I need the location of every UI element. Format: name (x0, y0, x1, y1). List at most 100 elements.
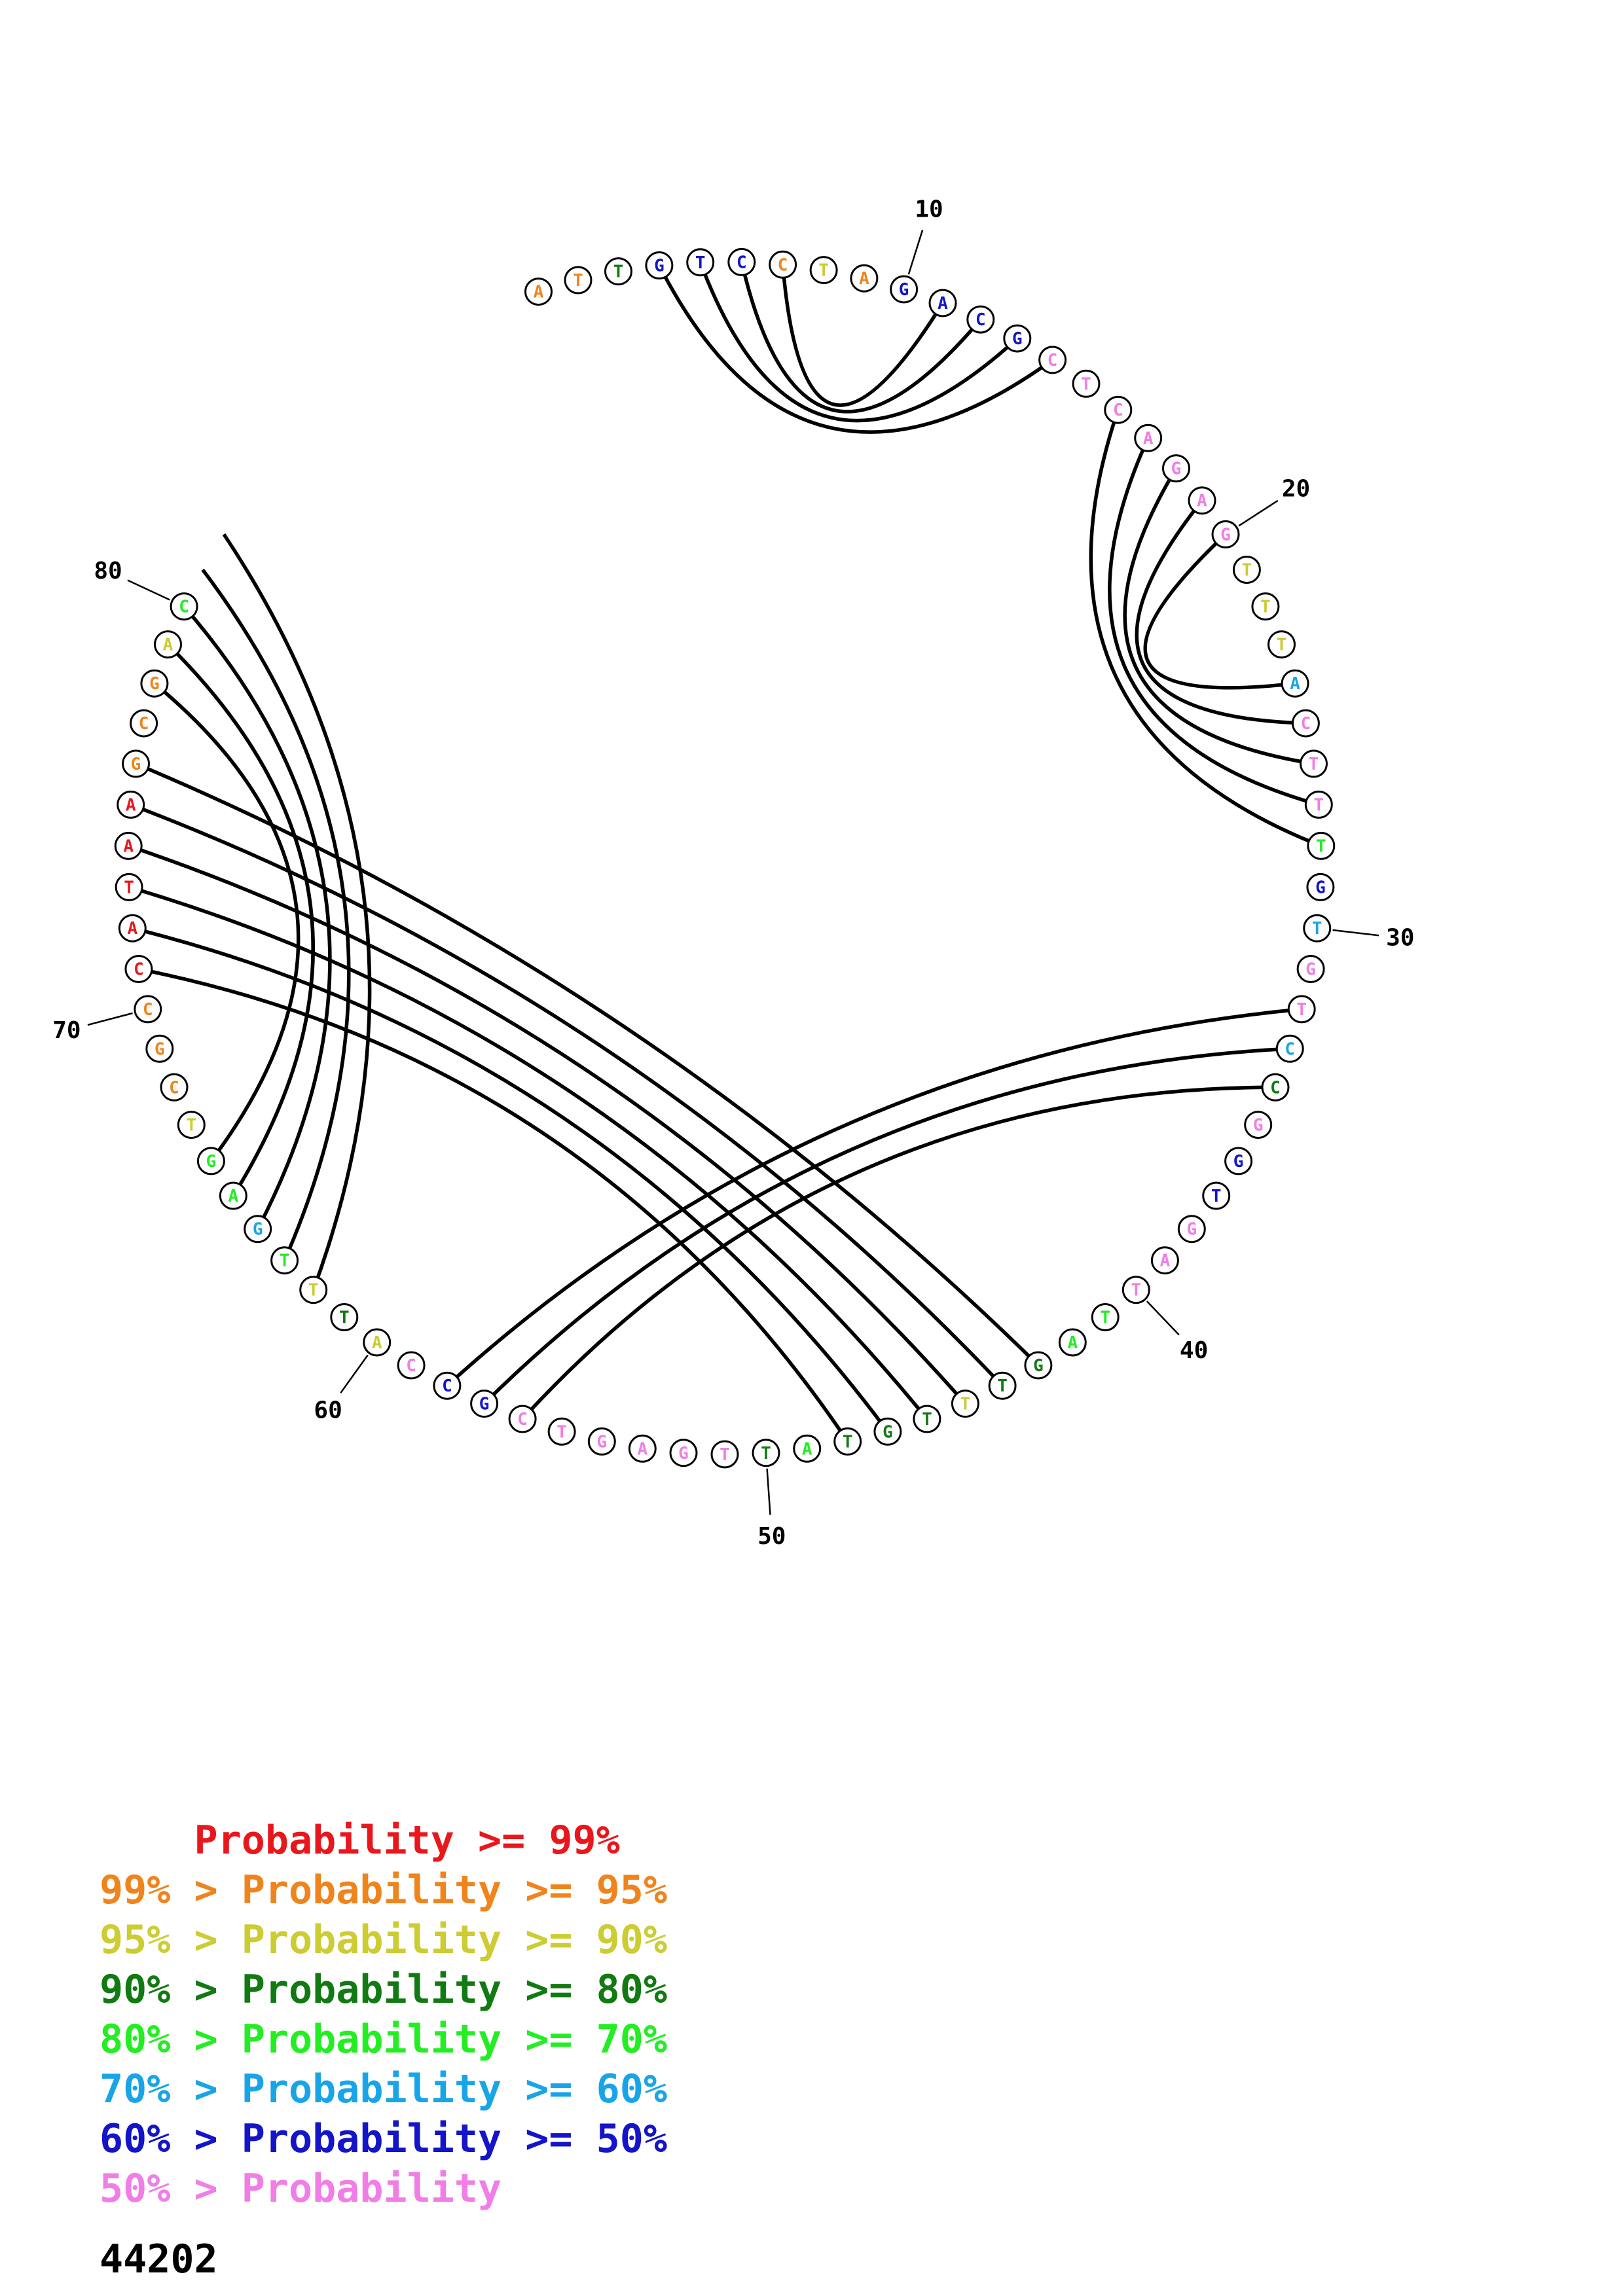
nucleotide-circle (1072, 369, 1101, 398)
nucleotide-circle (299, 1276, 328, 1304)
nucleotide: T (1300, 749, 1328, 778)
legend-text: Probability >= 99% (194, 1818, 620, 1863)
nucleotide-letter: G (596, 1432, 607, 1452)
nucleotide-circle (850, 264, 879, 293)
nucleotide: G (645, 251, 674, 279)
nucleotide: T (951, 1390, 979, 1418)
nucleotide-letter: G (1233, 1152, 1244, 1172)
nucleotide: A (114, 831, 143, 860)
nucleotide-circle (1003, 324, 1032, 353)
nucleotide-letter: G (1315, 878, 1326, 897)
base-pair-arc (740, 261, 982, 414)
nucleotide-letter: G (1012, 329, 1023, 349)
base-pair-arc (132, 926, 890, 1433)
nucleotide-letter: A (1160, 1251, 1171, 1271)
nucleotide-letter: T (280, 1251, 290, 1271)
nucleotide-letter: T (922, 1410, 932, 1429)
nucleotide-circle (1091, 1303, 1120, 1331)
nucleotide-circle (1281, 669, 1309, 698)
nucleotide-circle (564, 266, 593, 295)
legend-prefix: 60% > (100, 2116, 242, 2162)
nucleotide-circle (244, 1215, 272, 1244)
nucleotide-letter: G (131, 755, 141, 774)
nucleotide: A (1134, 423, 1163, 452)
nucleotide-letter: C (517, 1410, 528, 1429)
nucleotide-circle (928, 289, 957, 317)
nucleotide-letter: G (1253, 1116, 1264, 1136)
legend-line-8: 50% > Probability (100, 2169, 501, 2208)
nucleotide: C (134, 995, 162, 1024)
nucleotide: C (1275, 1034, 1304, 1063)
position-ticks: 10 20 30 40 50 60 70 80 (52, 196, 1414, 1551)
nucleotide-circle (1134, 423, 1163, 452)
base-pair-arc (128, 885, 929, 1420)
position-label: 60 (314, 1397, 342, 1424)
position-tick (907, 230, 924, 275)
nucleotide-letter: G (1220, 525, 1231, 545)
nucleotide-letter: T (1100, 1308, 1110, 1328)
nucleotide-circle (1150, 1246, 1179, 1275)
nucleotide-circle (1232, 556, 1261, 584)
nucleotide-letter: A (637, 1439, 647, 1459)
legend-text: Probability >= 70% (241, 2017, 667, 2062)
nucleotide: C (966, 305, 995, 334)
nucleotide-letter: A (163, 636, 173, 655)
position-label: 10 (915, 196, 943, 223)
nucleotide-circle (470, 1390, 499, 1418)
nucleotide-letter: T (186, 1116, 196, 1136)
nucleotide: T (115, 872, 143, 901)
nucleotide-letter: T (1277, 636, 1287, 655)
nucleotide: G (1306, 872, 1335, 901)
nucleotide-circle (1188, 486, 1216, 515)
base-pair-arc (657, 264, 1054, 434)
nucleotide: T (1232, 556, 1261, 584)
legend-prefix: 80% > (100, 2017, 242, 2062)
legend-line-3: 95% > Probability >= 90% (100, 1920, 667, 1960)
nucleotide-circle (1296, 955, 1325, 983)
nucleotide-circle (1122, 1276, 1150, 1304)
position-label: 80 (94, 558, 122, 584)
nucleotide-circle (196, 1147, 225, 1175)
nucleotide-letter: A (123, 836, 134, 856)
nucleotide-letter: G (678, 1444, 689, 1463)
nucleotide: G (122, 749, 150, 778)
position-label: 70 (52, 1017, 81, 1044)
nucleotide-letter: T (1316, 836, 1326, 856)
nucleotide-circle (1162, 454, 1190, 483)
nucleotide-circle (1104, 395, 1133, 424)
nucleotide-circle (1303, 914, 1332, 942)
nucleotide: G (196, 1147, 225, 1175)
nucleotide: A (524, 278, 553, 306)
nucleotide-letter: T (1260, 598, 1271, 617)
nucleotide-letter: T (818, 261, 829, 281)
base-pair-arc (128, 844, 967, 1405)
legend-prefix (100, 1818, 194, 1863)
nucleotide-circle (1306, 872, 1335, 901)
nucleotide-circle (1291, 709, 1320, 738)
nucleotide-letter: T (1211, 1187, 1222, 1206)
nucleotide: C (769, 250, 797, 279)
legend-text: Probability (241, 2166, 502, 2212)
position-label: 30 (1386, 925, 1414, 952)
nucleotide: T (833, 1427, 862, 1456)
nucleotide-letter: T (1312, 919, 1322, 939)
nucleotide: C (397, 1351, 426, 1380)
nucleotide: T (270, 1246, 299, 1275)
nucleotide: A (1188, 486, 1216, 515)
nucleotide-letter: A (228, 1187, 238, 1206)
nucleotide-letter: C (442, 1376, 452, 1396)
nucleotide: C (130, 709, 158, 738)
nucleotide-letter: T (695, 253, 706, 273)
nucleotide-letter: G (1305, 960, 1316, 980)
nucleotide: T (1122, 1276, 1150, 1304)
nucleotide-letter: A (372, 1333, 382, 1353)
base-pair-arc (138, 967, 849, 1443)
nucleotide-circle (547, 1417, 576, 1446)
nucleotide: C (170, 592, 198, 621)
nucleotide-letter: T (1131, 1281, 1141, 1300)
legend-prefix: 70% > (100, 2066, 242, 2112)
nucleotide-circle (809, 256, 838, 285)
nucleotide: G (1177, 1215, 1206, 1244)
nucleotide-circle (1251, 592, 1280, 621)
nucleotide-letter: C (1285, 1039, 1295, 1059)
